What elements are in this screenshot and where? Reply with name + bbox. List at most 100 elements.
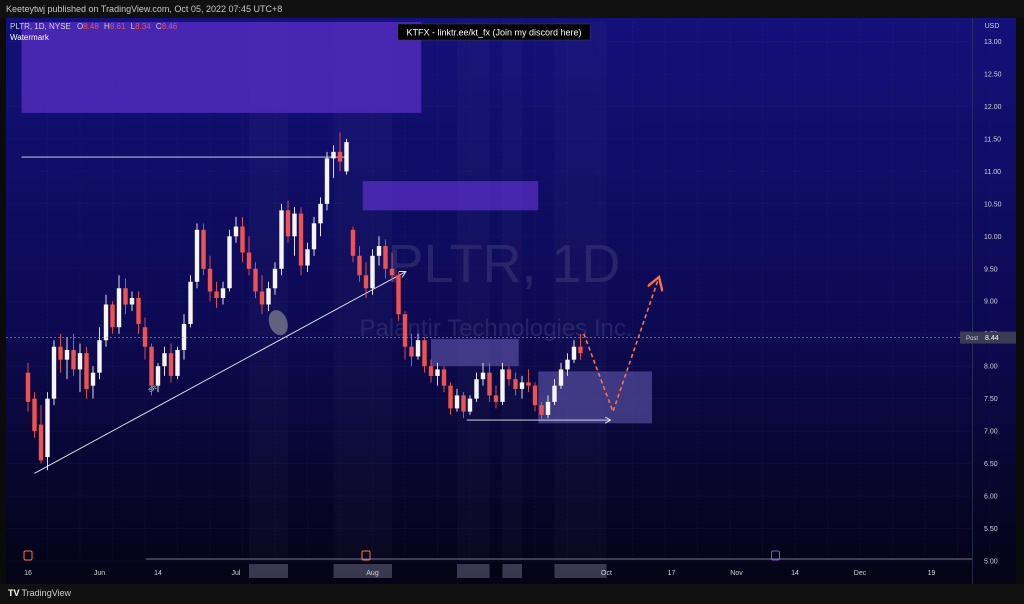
- candle[interactable]: [266, 281, 271, 311]
- candle[interactable]: [240, 216, 245, 263]
- candle[interactable]: [162, 346, 167, 376]
- candle[interactable]: [519, 375, 525, 399]
- candle[interactable]: [558, 362, 564, 389]
- candle[interactable]: [25, 362, 31, 412]
- candle[interactable]: [513, 372, 518, 396]
- candle[interactable]: [578, 333, 583, 360]
- candle[interactable]: [415, 333, 421, 360]
- candle[interactable]: [331, 145, 336, 178]
- candle[interactable]: [272, 262, 278, 295]
- candle[interactable]: [129, 291, 135, 311]
- candle[interactable]: [155, 362, 161, 393]
- candle[interactable]: [77, 343, 83, 393]
- candle[interactable]: [565, 353, 570, 376]
- candle[interactable]: [467, 395, 473, 415]
- candle[interactable]: [487, 362, 492, 402]
- candle[interactable]: [45, 392, 50, 471]
- candle[interactable]: [383, 239, 388, 279]
- candle[interactable]: [285, 200, 291, 243]
- candle[interactable]: [168, 343, 174, 383]
- candle[interactable]: [532, 382, 538, 412]
- candle[interactable]: [409, 333, 414, 367]
- candlestick-chart[interactable]: PLTR, 1D Palantir Technologies Inc. SR U…: [6, 18, 1016, 584]
- candle-body: [435, 369, 440, 376]
- candle[interactable]: [142, 317, 148, 360]
- candle[interactable]: [298, 207, 304, 276]
- candle[interactable]: [149, 343, 154, 396]
- candle[interactable]: [480, 362, 486, 386]
- candle[interactable]: [64, 336, 70, 380]
- event-marker[interactable]: [361, 550, 371, 561]
- candle[interactable]: [350, 226, 356, 263]
- candle[interactable]: [318, 197, 323, 237]
- candle-body: [396, 275, 401, 315]
- candle[interactable]: [363, 262, 369, 298]
- candle[interactable]: [51, 340, 57, 406]
- candle[interactable]: [454, 388, 460, 412]
- candle[interactable]: [110, 301, 115, 334]
- candle[interactable]: [136, 291, 141, 334]
- candle[interactable]: [38, 405, 44, 464]
- candle-body: [188, 281, 193, 324]
- candle-body: [480, 372, 486, 380]
- candle[interactable]: [90, 366, 96, 399]
- candle[interactable]: [311, 216, 317, 256]
- candle[interactable]: [207, 255, 213, 302]
- candle[interactable]: [526, 369, 531, 393]
- candle[interactable]: [305, 242, 310, 273]
- candle[interactable]: [279, 203, 284, 276]
- candle[interactable]: [376, 236, 382, 266]
- candle[interactable]: [474, 372, 479, 402]
- candle[interactable]: [58, 333, 63, 373]
- candle[interactable]: [233, 216, 239, 243]
- candle[interactable]: [344, 138, 349, 175]
- candle[interactable]: [545, 395, 551, 419]
- candle[interactable]: [448, 382, 453, 415]
- candle[interactable]: [389, 252, 395, 282]
- candle[interactable]: [175, 346, 180, 380]
- tradingview-brand[interactable]: TV TradingView: [8, 588, 71, 598]
- candle[interactable]: [201, 223, 206, 276]
- supply-demand-zone: [362, 181, 539, 211]
- candle[interactable]: [103, 294, 109, 347]
- candle[interactable]: [214, 281, 219, 308]
- chart-area[interactable]: PLTR, 1D Palantir Technologies Inc. SR U…: [6, 18, 1016, 584]
- candle[interactable]: [220, 281, 226, 305]
- y-tick-label: 10.00: [984, 234, 1002, 241]
- candle[interactable]: [552, 379, 557, 406]
- candle-body: [116, 288, 122, 328]
- forecast-path: [583, 279, 659, 415]
- candle[interactable]: [493, 385, 499, 409]
- candle[interactable]: [337, 132, 343, 172]
- candle[interactable]: [84, 346, 89, 399]
- candle[interactable]: [539, 401, 544, 422]
- candle[interactable]: [435, 362, 440, 386]
- candle[interactable]: [194, 223, 200, 289]
- candle[interactable]: [370, 249, 375, 295]
- candle[interactable]: [97, 327, 102, 380]
- candle[interactable]: [396, 272, 401, 321]
- event-marker[interactable]: [771, 550, 780, 561]
- candle[interactable]: [461, 392, 466, 419]
- candle[interactable]: [428, 359, 434, 383]
- candle[interactable]: [71, 333, 76, 376]
- candle[interactable]: [402, 310, 408, 360]
- candle[interactable]: [571, 340, 577, 363]
- candle[interactable]: [506, 366, 512, 386]
- candle[interactable]: [32, 392, 37, 438]
- candle[interactable]: [357, 246, 362, 282]
- candle[interactable]: [253, 262, 258, 298]
- candle[interactable]: [259, 275, 265, 315]
- candle[interactable]: [500, 362, 505, 406]
- candle[interactable]: [227, 229, 232, 292]
- candle[interactable]: [181, 314, 187, 360]
- event-marker[interactable]: [23, 550, 33, 561]
- candle[interactable]: [292, 207, 297, 256]
- candle[interactable]: [441, 366, 447, 393]
- candle[interactable]: [188, 275, 193, 328]
- candle[interactable]: [422, 336, 427, 373]
- candle[interactable]: [116, 275, 122, 334]
- candle[interactable]: [246, 236, 252, 276]
- candle[interactable]: [123, 278, 128, 315]
- candle[interactable]: [324, 151, 330, 211]
